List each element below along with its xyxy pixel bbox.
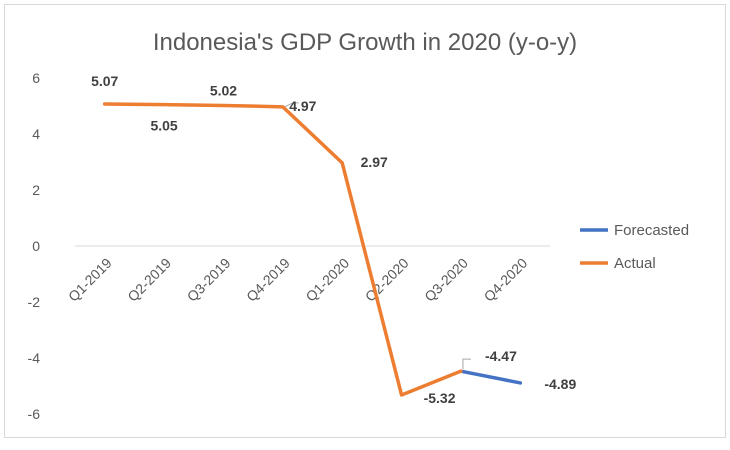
x-tick-label: Q4-2019 [243, 255, 293, 305]
data-labels: 5.07 5.05 5.02 4.97 2.97 -5.32 -4.47 -4.89 [91, 73, 576, 406]
data-label: -4.47 [485, 348, 517, 364]
y-tick-label: -2 [28, 294, 41, 310]
legend-label: Forecasted [614, 222, 689, 239]
x-tick-label: Q3-2020 [421, 255, 471, 305]
y-tick-label: 2 [32, 182, 40, 198]
y-tick-label: 6 [32, 70, 40, 86]
x-tick-label: Q1-2020 [302, 255, 352, 305]
legend: Forecasted Actual [580, 222, 689, 272]
data-label: -5.32 [424, 390, 456, 406]
data-label: 5.02 [210, 82, 237, 98]
data-label: 5.07 [91, 73, 118, 89]
x-tick-label: Q3-2019 [184, 255, 234, 305]
leader-line [284, 102, 299, 108]
x-axis: Q1-2019 Q2-2019 Q3-2019 Q4-2019 Q1-2020 Q2-20… [65, 255, 531, 305]
y-tick-label: 4 [32, 126, 40, 142]
data-label: 4.97 [289, 98, 316, 114]
data-label: 5.05 [150, 118, 177, 134]
x-tick-label: Q2-2019 [124, 255, 174, 305]
chart-title: Indonesia's GDP Growth in 2020 (y-o-y) [153, 29, 577, 56]
x-tick-label: Q4-2020 [481, 255, 531, 305]
y-tick-label: 0 [32, 238, 40, 254]
series-line-forecasted [459, 369, 523, 385]
data-label: -4.89 [544, 376, 576, 392]
y-axis: -6 -4 -2 0 2 4 6 [28, 70, 41, 422]
y-tick-label: -4 [28, 350, 41, 366]
leader-lines [284, 102, 471, 370]
y-tick-label: -6 [28, 406, 41, 422]
series-lines [102, 102, 523, 397]
leader-line [462, 358, 471, 370]
series-line-actual [102, 102, 463, 397]
chart-area [4, 4, 726, 438]
legend-label: Actual [614, 255, 656, 272]
data-label: 2.97 [361, 154, 388, 170]
x-tick-label: Q1-2019 [65, 255, 115, 305]
